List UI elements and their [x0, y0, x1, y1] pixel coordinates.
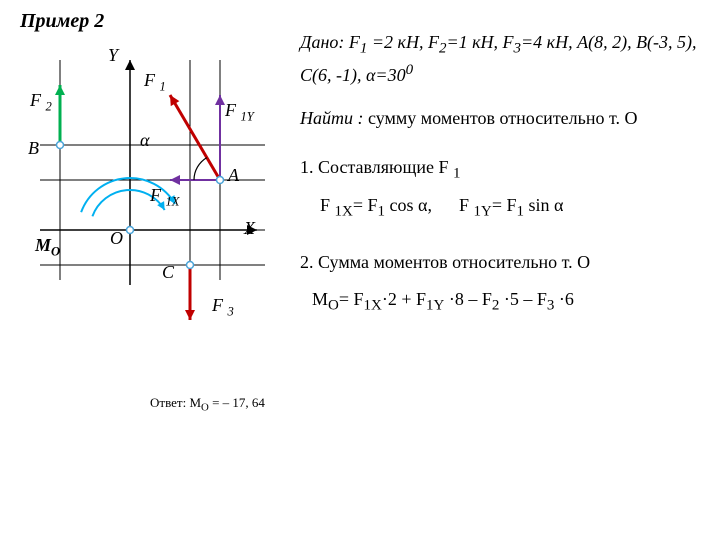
f1-label: F 1 — [144, 70, 166, 95]
solution-text: Дано: F1 =2 кН, F2=1 кН, F3=4 кН, A(8, 2… — [300, 30, 710, 325]
f1y-formula: F 1Y= F1 sin α — [459, 195, 563, 215]
f1x-label: F 1X — [150, 185, 180, 210]
find-line: Найти : сумму моментов относительно т. О — [300, 106, 710, 131]
f3-label: F 3 — [212, 295, 234, 320]
find-text: сумму моментов относительно т. О — [368, 108, 638, 128]
f2-label: F 2 — [30, 90, 52, 115]
axis-x-label: X — [244, 218, 255, 239]
step2-formula: MO= F1X·2 + F1Y ·8 – F2 ·5 – F3 ·6 — [312, 287, 710, 317]
step2-line: 2. Сумма моментов относительно т. О — [300, 250, 710, 275]
given-text: F1 =2 кН, F2=1 кН, F3=4 кН, A(8, 2), B(-… — [300, 32, 697, 85]
given-line: Дано: F1 =2 кН, F2=1 кН, F3=4 кН, A(8, 2… — [300, 30, 710, 88]
find-label: Найти : — [300, 108, 364, 128]
f1x-formula: F 1X= F1 cos α, — [320, 195, 432, 215]
point-b-label: B — [28, 138, 39, 159]
mo-label: MO — [35, 235, 60, 260]
page: Пример 2 Y X O A B C F 1 F 2 F 3 F 1X F … — [0, 0, 720, 540]
f1y-label: F 1Y — [225, 100, 254, 125]
point-c-label: C — [162, 262, 174, 283]
origin-label: O — [110, 228, 123, 249]
diagram-area: Y X O A B C F 1 F 2 F 3 F 1X F 1Y MO α — [20, 40, 280, 340]
point-a-label: A — [228, 165, 239, 186]
alpha-label: α — [140, 130, 149, 151]
step1-formulas: F 1X= F1 cos α, F 1Y= F1 sin α — [300, 193, 710, 223]
answer-text: Ответ: MO = – 17, 64 — [150, 395, 265, 414]
given-label: Дано: — [300, 32, 344, 52]
step1-line: 1. Составляющие F 1 — [300, 155, 710, 185]
example-title: Пример 2 — [20, 10, 104, 33]
axis-y-label: Y — [108, 45, 118, 66]
